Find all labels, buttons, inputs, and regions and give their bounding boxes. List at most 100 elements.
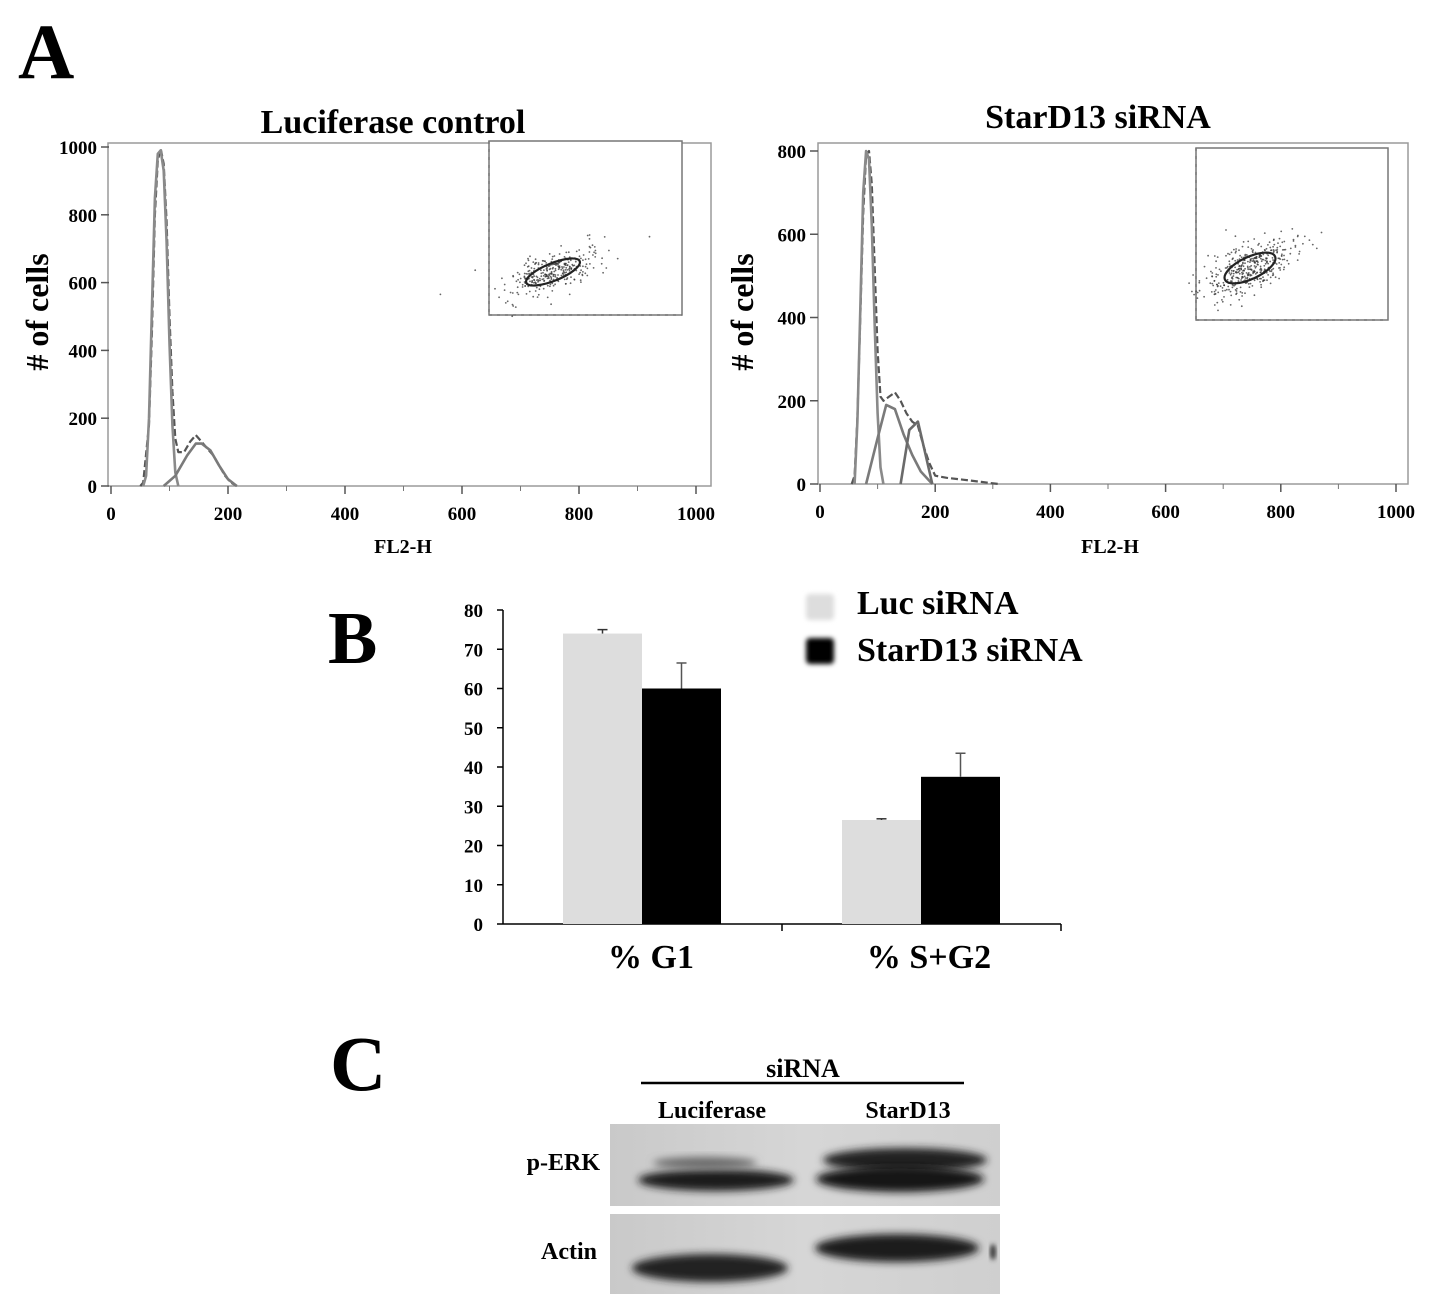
inset-point [1231,258,1234,261]
inset-point [1286,259,1289,262]
inset-point [549,283,552,286]
inset-point [1239,286,1242,289]
inset-point [521,283,524,286]
inset-point [578,273,580,275]
hist2-x-ticks: 0 200 400 600 800 1000 [815,484,1415,523]
inset-point [1315,247,1318,250]
inset-point [601,257,603,260]
bar [642,688,721,924]
inset-point [543,260,546,262]
inset-point [551,290,554,292]
inset-point [554,263,556,266]
histogram-curve [899,420,934,485]
inset-point [1235,276,1238,279]
inset-point [552,275,555,278]
inset-point [1283,266,1286,269]
inset-point [531,276,534,279]
inset-point [1254,266,1257,269]
inset-point [1260,245,1263,248]
inset-point [1240,256,1243,259]
inset-point [516,291,519,294]
inset-point [1253,265,1256,267]
inset-point [1217,309,1219,312]
inset-point [1237,271,1240,273]
inset-point [569,259,572,262]
inset-point [570,276,572,278]
inset-point [608,249,610,252]
histogram-stard13: StarD13 siRNA 0 200 400 600 800 0 200 400 600 80… [724,99,1415,558]
inset-point [1271,268,1273,271]
inset-point [1241,245,1244,248]
histogram-curve [864,403,934,485]
inset-point [529,255,531,258]
inset-point [1213,255,1216,257]
inset-point [1303,235,1306,238]
inset-point [1246,276,1249,279]
inset-point [1233,248,1235,251]
y-tick-label: 1000 [59,138,97,159]
x-tick-label: 800 [1267,502,1296,523]
inset-point [1267,244,1269,246]
inset-point [1289,247,1292,250]
inset-point [616,257,619,260]
inset-point [554,283,556,286]
inset-point [1267,274,1269,276]
inset-point [594,252,597,255]
inset-point [1254,251,1257,254]
inset-point [1224,289,1226,292]
x-tick-label: 1000 [1377,502,1415,523]
inset-point [1253,294,1256,297]
inset-point [1211,275,1214,278]
inset-point [517,278,519,281]
inset-point [1249,282,1252,285]
inset-point [584,265,587,268]
inset-point [582,254,585,256]
bar [563,633,642,924]
inset-point [554,269,557,272]
x-tick-label: 1000 [677,504,715,525]
y-tick-label: 20 [464,837,483,858]
inset-point [1250,264,1253,267]
inset-point [1263,264,1266,267]
inset-point [1242,261,1244,264]
inset-point [567,261,570,263]
inset-point [543,269,545,272]
inset-point [1247,246,1250,249]
hist1-x-label: FL2-H [374,536,432,558]
inset-point [1238,258,1241,260]
inset-point [548,264,551,267]
inset-point [605,267,608,269]
inset-point [1232,272,1235,275]
inset-point [1267,254,1270,257]
inset-point [1256,278,1259,281]
hist2-inset-scatter [1188,147,1389,321]
inset-point [1262,276,1264,279]
x-tick-label: 0 [106,504,116,525]
inset-point [1269,246,1272,249]
inset-point [582,265,584,268]
inset-point [1249,259,1252,262]
inset-point [568,269,571,272]
inset-point [1191,290,1193,293]
hist1-title: Luciferase control [261,104,526,141]
inset-point [528,290,531,293]
inset-point [1253,269,1255,272]
inset-point [1234,235,1237,238]
inset-point [1234,251,1237,254]
hist1-frame [107,142,712,487]
inset-point [1279,245,1282,248]
inset-point [523,276,526,279]
inset-point [1218,268,1221,271]
inset-point [546,277,549,280]
inset-point [534,263,536,265]
inset-point [1213,304,1216,306]
inset-point [1188,282,1190,284]
inset-point [552,266,554,269]
inset-point [586,267,589,270]
inset-point [534,258,537,261]
inset-point [546,269,548,271]
inset-point [1215,275,1218,278]
legend-swatch-stard13 [806,638,834,664]
y-tick-label: 800 [69,206,98,227]
inset-point [1302,242,1304,245]
